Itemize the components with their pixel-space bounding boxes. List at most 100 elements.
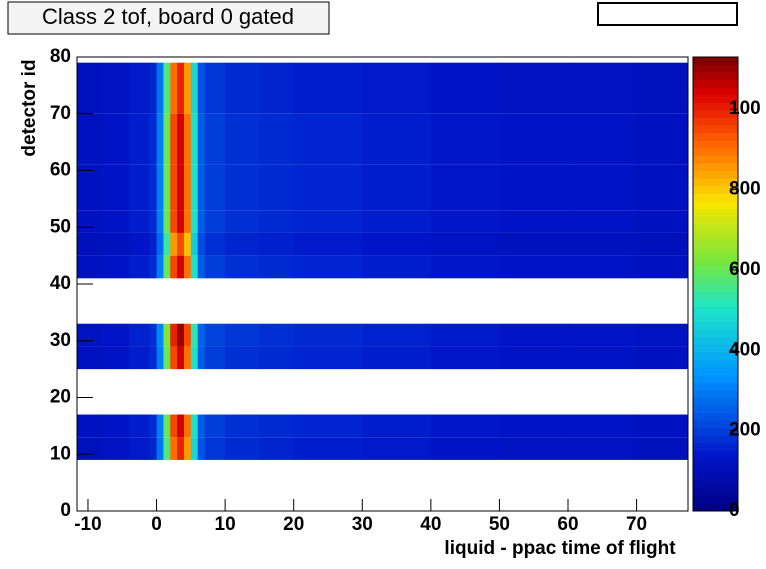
cell (77, 62, 103, 114)
cell (177, 414, 185, 438)
cell (170, 255, 178, 279)
palette-step (693, 314, 738, 323)
cell (636, 346, 689, 370)
cell (362, 232, 432, 256)
cell (636, 113, 689, 165)
cell (170, 62, 178, 114)
cell (170, 414, 178, 438)
cell (149, 210, 158, 233)
cell (636, 414, 689, 438)
cell (225, 255, 260, 279)
cell (197, 437, 206, 460)
cell (149, 323, 158, 347)
cell (149, 113, 158, 165)
cell (77, 210, 103, 233)
cell (567, 323, 638, 347)
palette-step (693, 389, 738, 398)
cell (101, 414, 130, 438)
cell (129, 437, 151, 460)
cell (77, 414, 103, 438)
cell (163, 164, 171, 211)
y-tick-label: 80 (50, 46, 71, 67)
cell (362, 164, 432, 211)
palette-step (693, 284, 738, 293)
cell (177, 62, 185, 114)
cell (499, 113, 569, 165)
cell (259, 255, 295, 279)
cell (293, 414, 363, 438)
cell (636, 255, 689, 279)
cell (183, 323, 192, 347)
cell (293, 346, 363, 370)
cell (149, 232, 158, 256)
cell (567, 255, 638, 279)
x-tick-label: 40 (420, 514, 441, 535)
cell (163, 346, 171, 370)
cell (362, 62, 432, 114)
palette-frame (692, 56, 739, 512)
palette-step (693, 261, 738, 270)
cell (567, 346, 638, 370)
cell (197, 346, 206, 370)
cell (197, 164, 206, 211)
cell (225, 210, 260, 233)
cell (129, 62, 151, 114)
cell (170, 437, 178, 460)
cell (177, 437, 185, 460)
z-tick-label: 200 (729, 420, 761, 441)
cell (225, 437, 260, 460)
cell (163, 414, 171, 438)
cell (430, 414, 500, 438)
y-axis-label: detector id (19, 59, 40, 156)
palette-step (693, 495, 738, 504)
palette-step (693, 109, 738, 119)
cell (156, 255, 164, 279)
x-tick-label: 60 (557, 514, 578, 535)
x-tick-label: -10 (74, 514, 101, 535)
palette-step (693, 306, 738, 315)
cell (170, 323, 178, 347)
cell (190, 232, 199, 256)
cell (293, 113, 363, 165)
palette-step (693, 336, 738, 346)
cell (163, 437, 171, 460)
cell (77, 346, 103, 370)
cell (163, 210, 171, 233)
palette-step (693, 321, 738, 330)
cell (149, 437, 158, 460)
cell (101, 164, 130, 211)
palette-step (693, 442, 738, 451)
palette-step (693, 72, 738, 81)
cell (183, 437, 192, 460)
cell (259, 414, 295, 438)
cell (129, 346, 151, 370)
palette-step (693, 155, 738, 164)
cell (225, 323, 260, 347)
cell (259, 113, 295, 165)
cell (190, 113, 199, 165)
cell (197, 62, 206, 114)
cell (149, 255, 158, 279)
palette-step (693, 480, 738, 489)
cell (129, 232, 151, 256)
cell (190, 346, 199, 370)
cell (430, 232, 500, 256)
y-tick-label: 70 (50, 103, 71, 124)
cell (197, 323, 206, 347)
cell (499, 164, 569, 211)
cell (170, 346, 178, 370)
cell (636, 323, 689, 347)
cell (163, 255, 171, 279)
cell (430, 210, 500, 233)
palette-step (693, 268, 738, 277)
cell (567, 437, 638, 460)
cell (183, 164, 192, 211)
cell (183, 232, 192, 256)
x-tick-label: 30 (352, 514, 373, 535)
cell (293, 164, 363, 211)
palette-step (693, 405, 738, 414)
palette-step (693, 223, 738, 232)
cell (183, 255, 192, 279)
cell (129, 210, 151, 233)
